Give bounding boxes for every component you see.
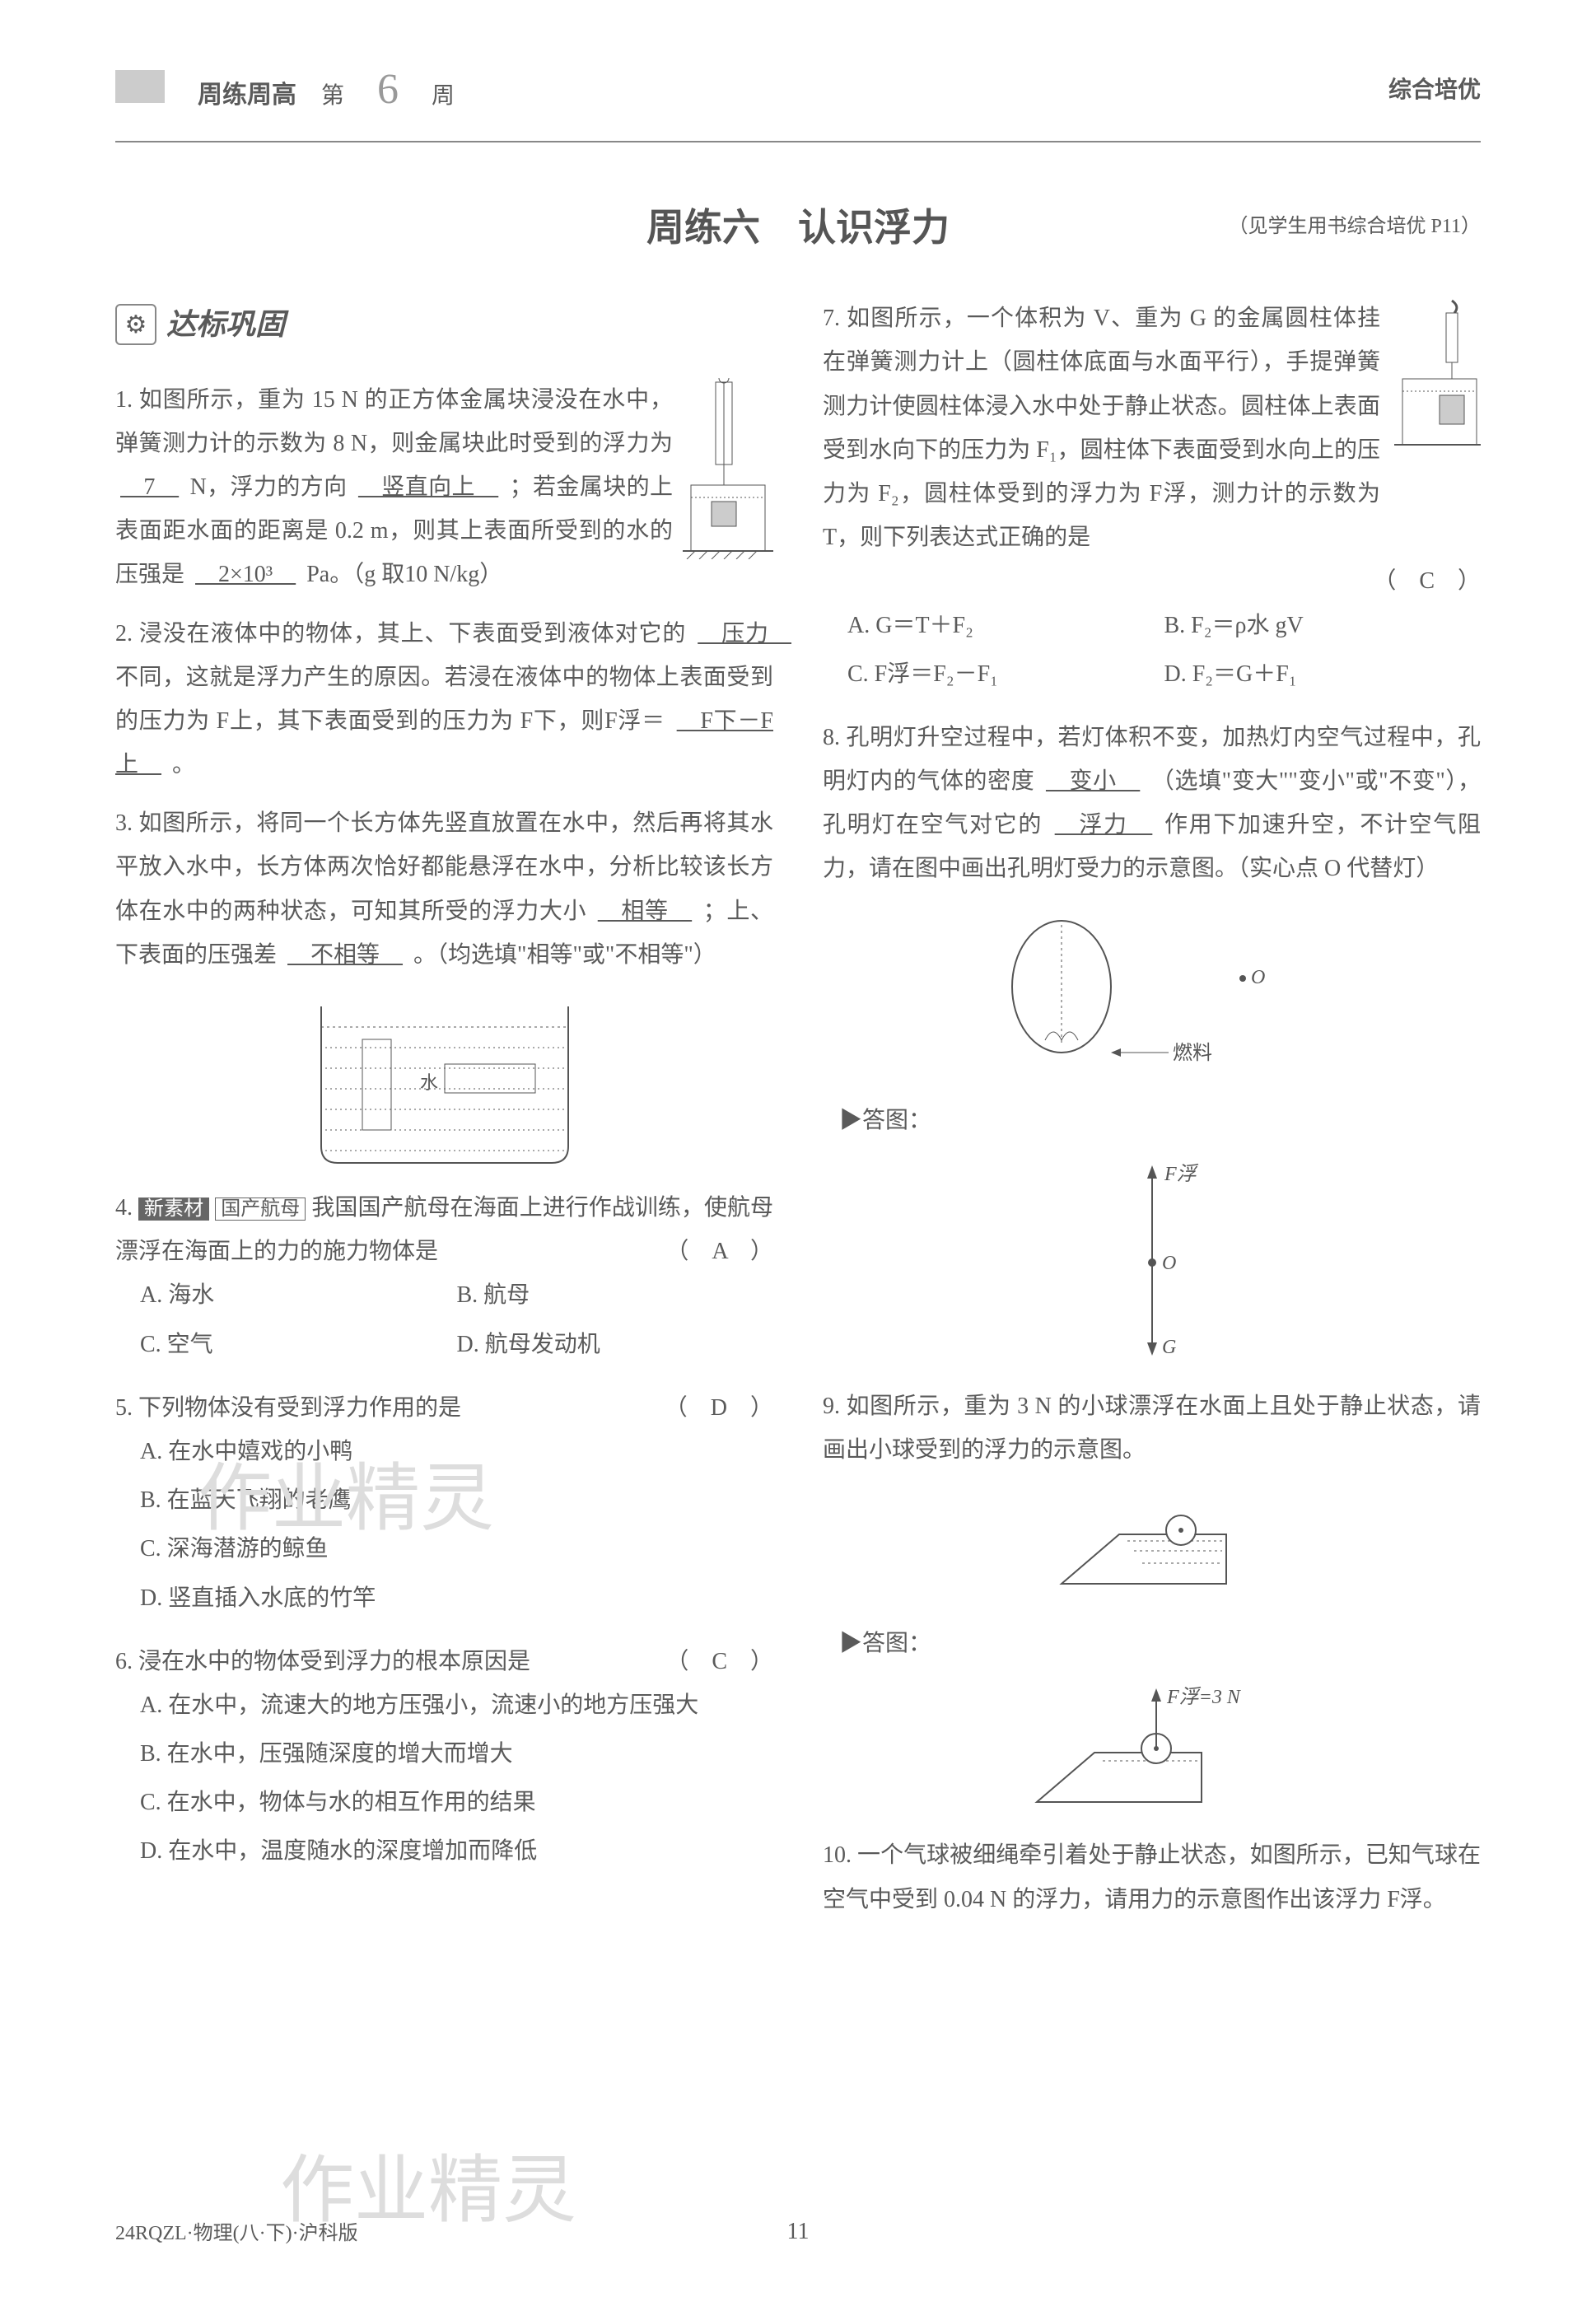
q2-ans1: 压力 xyxy=(693,621,796,647)
svg-text:O: O xyxy=(1251,967,1265,988)
header-right: 综合培优 xyxy=(1388,68,1481,112)
q3-text-c: 。（均选填"相等"或"不相等"） xyxy=(413,942,716,968)
q2: 2. 浸没在液体中的物体，其上、下表面受到液体对它的 压力 不同，这就是浮力产生… xyxy=(115,612,773,787)
q5-opt-c: C. 深海潜游的鲸鱼 xyxy=(140,1527,773,1571)
svg-text:F浮=3 N: F浮=3 N xyxy=(1166,1686,1242,1708)
header-left: 周练周高 第 6 周 xyxy=(115,49,455,131)
content-columns: ⚙ 达标巩固 xyxy=(115,296,1481,1936)
q1-text-d: Pa。（g 取10 N/kg） xyxy=(306,562,502,587)
q2-text-c: 。 xyxy=(172,752,195,777)
q10: 10. 一个气球被细绳牵引着处于静止状态，如图所示，已知气球在空气中受到 0.0… xyxy=(823,1833,1481,1921)
svg-text:G: G xyxy=(1162,1337,1176,1358)
q9: 9. 如图所示，重为 3 N 的小球漂浮在水面上且处于静止状态，请画出小球受到的… xyxy=(823,1384,1481,1819)
section-badge: ⚙ 达标巩固 xyxy=(115,296,773,352)
q4-options: A. 海水 B. 航母 C. 空气 D. 航母发动机 xyxy=(115,1273,773,1370)
title-row: 周练六 认识浮力 （见学生用书综合培优 P11） xyxy=(115,192,1481,264)
book-icon xyxy=(115,70,165,103)
q4-tag1: 新素材 xyxy=(138,1198,209,1221)
q7-opt-d: D. F₂＝G＋F₁ xyxy=(1164,652,1482,696)
q4-opt-a: A. 海水 xyxy=(140,1273,457,1317)
q6-opt-c: C. 在水中，物体与水的相互作用的结果 xyxy=(140,1781,773,1824)
page-number: 11 xyxy=(787,2210,810,2253)
series-label: 周练周高 xyxy=(198,72,296,119)
q1-ans2: 竖直向上 xyxy=(353,474,503,500)
left-column: ⚙ 达标巩固 xyxy=(115,296,773,1936)
q6: 6. 浸在水中的物体受到浮力的根本原因是 （ C ） A. 在水中，流速大的地方… xyxy=(115,1640,773,1879)
svg-text:F浮: F浮 xyxy=(1164,1163,1199,1185)
di: 第 xyxy=(321,74,344,118)
q7-text: 7. 如图所示，一个体积为 V、重为 G 的金属圆柱体挂在弹簧测力计上（圆柱体底… xyxy=(823,306,1380,550)
q7: 7. 如图所示，一个体积为 V、重为 G 的金属圆柱体挂在弹簧测力计上（圆柱体底… xyxy=(823,296,1481,701)
q5-ans: （ D ） xyxy=(665,1386,773,1430)
q9-answer-label: ▶答图： xyxy=(839,1622,1481,1665)
q8-answer-figure: F浮 O G xyxy=(823,1156,1481,1370)
q8: 8. 孔明灯升空过程中，若灯体积不变，加热灯内空气过程中，孔明灯内的气体的密度 … xyxy=(823,716,1481,1370)
q9-figure xyxy=(823,1485,1481,1608)
q5-text: 5. 下列物体没有受到浮力作用的是 xyxy=(115,1395,461,1421)
right-column: 7. 如图所示，一个体积为 V、重为 G 的金属圆柱体挂在弹簧测力计上（圆柱体底… xyxy=(823,296,1481,1936)
q8-ans2: 浮力 xyxy=(1050,812,1158,838)
svg-text:水: 水 xyxy=(420,1072,438,1093)
q3-figure: 水 xyxy=(115,990,773,1171)
q5: 5. 下列物体没有受到浮力作用的是 （ D ） A. 在水中嬉戏的小鸭 B. 在… xyxy=(115,1386,773,1625)
q4-ans: （ A ） xyxy=(665,1230,773,1273)
q1-text-a: 1. 如图所示，重为 15 N 的正方体金属块浸没在水中，弹簧测力计的示数为 8… xyxy=(115,387,673,456)
q5-opt-b: B. 在蓝天飞翔的老鹰 xyxy=(140,1478,773,1522)
q6-text: 6. 浸在水中的物体受到浮力的根本原因是 xyxy=(115,1649,530,1674)
q5-options: A. 在水中嬉戏的小鸭 B. 在蓝天飞翔的老鹰 C. 深海潜游的鲸鱼 D. 竖直… xyxy=(115,1430,773,1625)
q7-figure xyxy=(1390,296,1481,476)
q6-ans: （ C ） xyxy=(665,1640,773,1683)
q9-answer-figure: F浮=3 N xyxy=(823,1678,1481,1818)
svg-text:燃料: 燃料 xyxy=(1173,1042,1212,1064)
q8-figure: O 燃料 xyxy=(823,904,1481,1085)
svg-text:O: O xyxy=(1162,1253,1176,1274)
q3-ans2: 不相等 xyxy=(282,942,408,968)
q6-opt-b: B. 在水中，压强随深度的增大而增大 xyxy=(140,1732,773,1776)
q4-opt-b: B. 航母 xyxy=(457,1273,774,1317)
q4: 4. 新素材 国产航母 我国国产航母在海面上进行作战训练，使航母漂浮在海面上的力… xyxy=(115,1186,773,1371)
q8-answer-label: ▶答图： xyxy=(839,1099,1481,1142)
q9-text: 9. 如图所示，重为 3 N 的小球漂浮在水面上且处于静止状态，请画出小球受到的… xyxy=(823,1394,1481,1463)
q4-opt-d: D. 航母发动机 xyxy=(457,1323,774,1366)
q7-opt-b: B. F₂＝ρ水 gV xyxy=(1164,604,1482,647)
q8-ans1: 变小 xyxy=(1041,768,1145,794)
q6-options: A. 在水中，流速大的地方压强小，流速小的地方压强大 B. 在水中，压强随深度的… xyxy=(115,1683,773,1879)
q1-ans3: 2×10³ xyxy=(190,562,301,587)
q6-opt-a: A. 在水中，流速大的地方压强小，流速小的地方压强大 xyxy=(140,1683,773,1727)
q1-text-b: N，浮力的方向 xyxy=(190,474,348,500)
q2-text-a: 2. 浸没在液体中的物体，其上、下表面受到液体对它的 xyxy=(115,621,686,647)
q1-ans1: 7 xyxy=(115,474,184,500)
q3: 3. 如图所示，将同一个长方体先竖直放置在水中，然后再将其水平放入水中，长方体两… xyxy=(115,801,773,1171)
q5-opt-d: D. 竖直插入水底的竹竿 xyxy=(140,1576,773,1620)
q1: 1. 如图所示，重为 15 N 的正方体金属块浸没在水中，弹簧测力计的示数为 8… xyxy=(115,378,773,597)
q4-tag2: 国产航母 xyxy=(215,1198,306,1221)
q10-text: 10. 一个气球被细绳牵引着处于静止状态，如图所示，已知气球在空气中受到 0.0… xyxy=(823,1842,1481,1912)
q7-options: A. G＝T＋F₂ B. F₂＝ρ水 gV C. F浮＝F₂－F₁ D. F₂＝… xyxy=(823,604,1481,701)
q5-opt-a: A. 在水中嬉戏的小鸭 xyxy=(140,1430,773,1473)
page-ref: （见学生用书综合培优 P11） xyxy=(1229,208,1481,246)
gear-icon: ⚙ xyxy=(115,304,156,345)
week-number: 6 xyxy=(377,49,399,131)
q1-figure xyxy=(683,378,773,574)
main-title: 周练六 认识浮力 xyxy=(646,192,950,264)
q7-opt-c: C. F浮＝F₂－F₁ xyxy=(847,652,1164,696)
q3-ans1: 相等 xyxy=(593,899,697,924)
footer-code: 24RQZL·物理(八·下)·沪科版 xyxy=(115,2215,358,2253)
zhou: 周 xyxy=(432,74,455,118)
q7-opt-a: A. G＝T＋F₂ xyxy=(847,604,1164,647)
page-header: 周练周高 第 6 周 综合培优 xyxy=(115,49,1481,142)
q4-opt-c: C. 空气 xyxy=(140,1323,457,1366)
section-title: 达标巩固 xyxy=(166,296,285,352)
q7-ans: （ C ） xyxy=(1373,559,1481,603)
q6-opt-d: D. 在水中，温度随水的深度增加而降低 xyxy=(140,1829,773,1873)
